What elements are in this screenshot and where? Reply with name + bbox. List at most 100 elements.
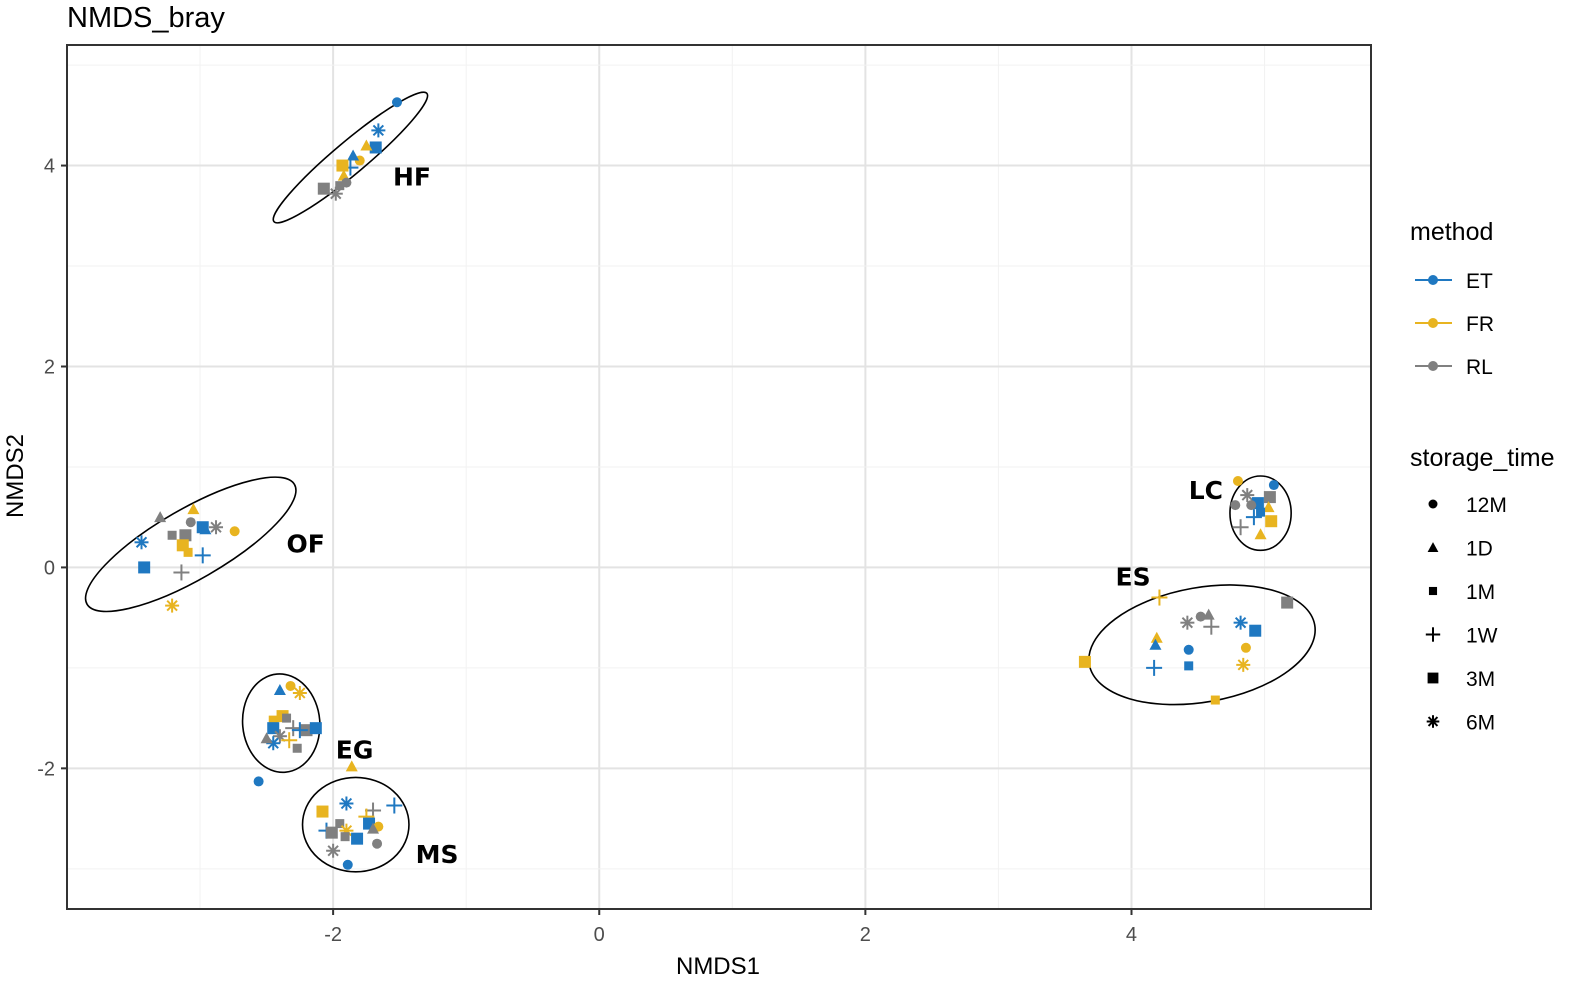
legend-storage-title: storage_time [1410,444,1555,472]
point-es-et-3m [1249,624,1262,637]
point-es-fr-6m [1236,657,1251,672]
point-es-rl-6m [1180,615,1195,630]
plot-panel-border [66,44,1372,910]
group-label-ms: MS [416,840,459,869]
point-of-fr-1d [187,503,200,515]
y-tick-label: -2 [37,758,55,780]
legend-key-1m [1428,586,1438,596]
point-ms-rl-1m [335,819,345,829]
point-lc-fr-3m [1265,515,1278,528]
legend-method: method ET FR RL [1410,218,1494,379]
point-hf-rl-3m [317,182,330,195]
legend-key-3m [1427,672,1439,684]
point-lc-rl-12m [1246,500,1257,511]
point-es-et-1w [1146,659,1163,676]
point-es-fr-12m [1240,642,1251,653]
point-lc-rl-3m [1263,491,1276,504]
y-axis-title: NMDS2 [2,434,29,518]
point-es-fr-1d [1150,631,1163,643]
legend-label-6m: 6M [1466,712,1495,735]
point-eg-fr-1m [268,715,278,725]
legend-key-1w [1425,627,1441,642]
point-ms-rl-3m [325,826,338,839]
point-eg-rl-1d [260,732,273,744]
point-ms-rl-1d [367,822,380,834]
point-eg-et-12m [253,776,264,787]
point-eg-fr-6m [292,686,307,700]
point-lc-rl-6m [1240,488,1255,503]
point-ms-et-3m [351,832,364,845]
point-of-et-1d [199,523,212,535]
point-es-fr-3m [1078,655,1091,668]
point-eg-rl-1m [292,743,302,753]
point-es-fr-1w [1151,589,1168,606]
point-hf-et-3m [369,141,382,154]
point-eg-fr-1w [281,732,298,749]
point-ms-fr-3m [316,805,329,818]
x-tick-label: 2 [860,924,871,946]
group-labels: HF OF EG MS LC ES [287,163,1223,869]
point-lc-fr-1d [1254,528,1267,540]
point-hf-rl-1m [335,181,345,191]
point-es-et-1d [1149,638,1162,650]
point-lc-rl-12m [1230,500,1241,511]
point-ms-rl-1m [340,832,350,842]
data-points [134,97,1294,870]
point-es-rl-3m [1281,596,1294,609]
ellipse-lc [1229,475,1292,552]
legend-key-dot-et [1428,275,1438,285]
point-es-et-6m [1233,615,1248,630]
legend-storage-time: storage_time 12M 1D 1M 1W 3M 6M [1410,444,1555,735]
point-ms-rl-12m [372,838,383,849]
point-of-rl-12m [185,517,196,528]
point-ms-et-1w [386,797,403,814]
legend-label-1m: 1M [1466,581,1495,604]
y-tick-label: 2 [44,356,55,378]
point-ms-rl-6m [326,843,341,858]
point-ms-et-6m [339,796,354,811]
legend-label-12m: 12M [1466,494,1507,517]
point-of-fr-12m [229,526,240,537]
legend-label-3m: 3M [1466,668,1495,691]
point-hf-et-6m [371,123,386,138]
ellipse-hf [272,91,429,224]
point-ms-fr-1d [345,760,358,772]
point-hf-fr-1d [360,139,373,151]
point-eg-fr-12m [285,680,296,691]
point-es-rl-1d [1202,608,1215,620]
legend-key-12m [1428,499,1438,509]
point-lc-et-12m [1268,480,1279,491]
point-eg-rl-1m [282,713,292,723]
point-hf-rl-12m [341,177,352,188]
x-tick-label: -2 [324,924,342,946]
y-axis-ticks: -2 0 2 4 [37,156,67,780]
grid-lines [67,45,1371,909]
point-hf-et-1d [347,149,360,161]
point-of-fr-6m [165,598,180,613]
ellipse-eg [241,673,321,774]
point-of-rl-1w [173,564,190,581]
point-hf-rl-6m [328,186,343,201]
chart-title: NMDS_bray [67,2,225,34]
point-es-et-1m [1184,661,1194,671]
legend-key-dot-fr [1428,318,1438,328]
point-lc-fr-1d [1262,501,1275,513]
point-of-rl-3m [179,529,192,542]
ellipse-of [84,476,297,613]
legend-key-1d [1427,542,1439,552]
point-of-et-6m [134,535,149,550]
ellipse-ms [301,776,410,873]
x-axis-title: NMDS1 [676,953,760,980]
legend-label-1w: 1W [1466,625,1498,648]
legend-key-6m [1426,715,1440,728]
point-of-et-1w [194,547,211,564]
point-es-fr-1m [1210,695,1220,705]
point-eg-et-1d [273,683,286,695]
group-label-lc: LC [1189,476,1223,505]
point-of-rl-1m [167,530,177,540]
legend-key-dot-rl [1428,361,1438,371]
group-label-es: ES [1116,563,1151,592]
x-tick-label: 0 [594,924,605,946]
point-eg-rl-1w [285,720,302,737]
